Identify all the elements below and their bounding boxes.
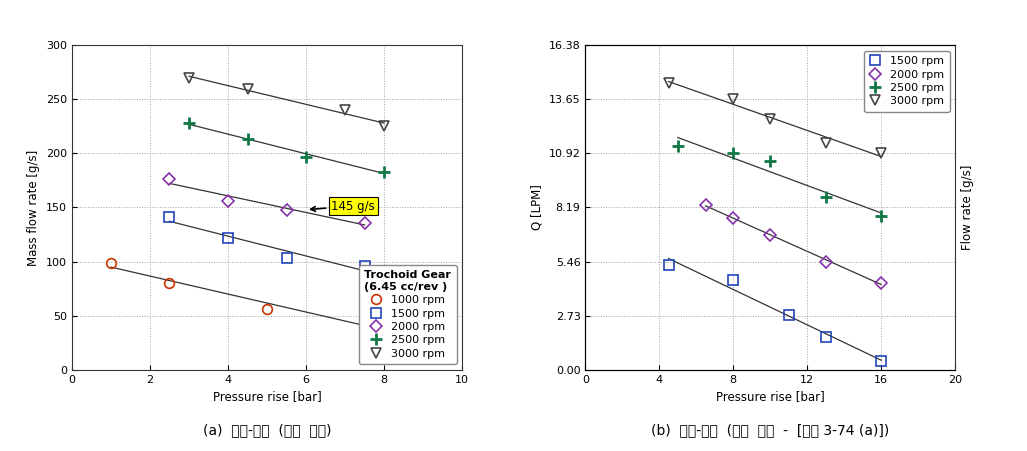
3000 rpm — [378, 124, 390, 129]
Line: 3000 rpm: 3000 rpm — [663, 78, 886, 158]
1500 rpm — [662, 262, 675, 267]
1000 rpm — [105, 260, 117, 265]
Line: 2500 rpm: 2500 rpm — [672, 139, 887, 222]
Y-axis label: Flow rate [g/s]: Flow rate [g/s] — [960, 165, 974, 250]
1500 rpm — [280, 256, 293, 261]
1500 rpm — [358, 263, 371, 269]
2500 rpm — [183, 120, 195, 126]
2500 rpm — [672, 143, 684, 148]
1500 rpm — [875, 359, 887, 364]
Line: 3000 rpm: 3000 rpm — [184, 73, 389, 131]
1000 rpm — [163, 281, 176, 286]
2000 rpm — [358, 220, 371, 226]
2000 rpm — [163, 177, 176, 182]
2000 rpm — [875, 281, 887, 286]
Line: 2000 rpm: 2000 rpm — [701, 201, 885, 287]
2000 rpm — [280, 207, 293, 212]
1500 rpm — [820, 335, 832, 340]
2500 rpm — [820, 194, 832, 199]
Line: 2500 rpm: 2500 rpm — [183, 117, 390, 178]
2500 rpm — [764, 158, 776, 164]
Text: (a)  압력-유량  (평가  결과): (a) 압력-유량 (평가 결과) — [202, 423, 332, 437]
Text: (b)  압력-유량  (해석  결과  -  [그림 3-74 (a)]): (b) 압력-유량 (해석 결과 - [그림 3-74 (a)]) — [651, 423, 889, 437]
Line: 1500 rpm: 1500 rpm — [164, 212, 370, 271]
1500 rpm — [727, 277, 739, 283]
2000 rpm — [764, 232, 776, 237]
2000 rpm — [820, 259, 832, 264]
2000 rpm — [222, 198, 234, 204]
2500 rpm — [300, 154, 312, 159]
1500 rpm — [163, 215, 176, 220]
Legend: 1500 rpm, 2000 rpm, 2500 rpm, 3000 rpm: 1500 rpm, 2000 rpm, 2500 rpm, 3000 rpm — [865, 51, 950, 112]
2000 rpm — [727, 216, 739, 221]
Line: 2000 rpm: 2000 rpm — [165, 175, 369, 227]
X-axis label: Pressure rise [bar]: Pressure rise [bar] — [213, 390, 321, 403]
1000 rpm — [358, 318, 371, 324]
Line: 1500 rpm: 1500 rpm — [663, 260, 886, 366]
2000 rpm — [699, 202, 712, 208]
1500 rpm — [783, 312, 795, 318]
2500 rpm — [875, 213, 887, 219]
3000 rpm — [764, 116, 776, 121]
3000 rpm — [339, 107, 351, 113]
2500 rpm — [241, 137, 254, 142]
Text: 145 g/s: 145 g/s — [311, 200, 375, 212]
X-axis label: Pressure rise [bar]: Pressure rise [bar] — [716, 390, 825, 403]
Line: 1000 rpm: 1000 rpm — [106, 258, 370, 326]
Y-axis label: Q [LPM]: Q [LPM] — [530, 184, 543, 230]
Y-axis label: Mass flow rate [g/s]: Mass flow rate [g/s] — [28, 149, 40, 266]
2500 rpm — [378, 169, 390, 175]
3000 rpm — [183, 75, 195, 80]
2500 rpm — [727, 151, 739, 156]
3000 rpm — [875, 151, 887, 156]
3000 rpm — [241, 87, 254, 92]
3000 rpm — [727, 97, 739, 102]
Legend: 1000 rpm, 1500 rpm, 2000 rpm, 2500 rpm, 3000 rpm: 1000 rpm, 1500 rpm, 2000 rpm, 2500 rpm, … — [358, 265, 457, 364]
1000 rpm — [261, 307, 273, 312]
3000 rpm — [662, 80, 675, 86]
3000 rpm — [820, 140, 832, 145]
1500 rpm — [222, 235, 234, 240]
